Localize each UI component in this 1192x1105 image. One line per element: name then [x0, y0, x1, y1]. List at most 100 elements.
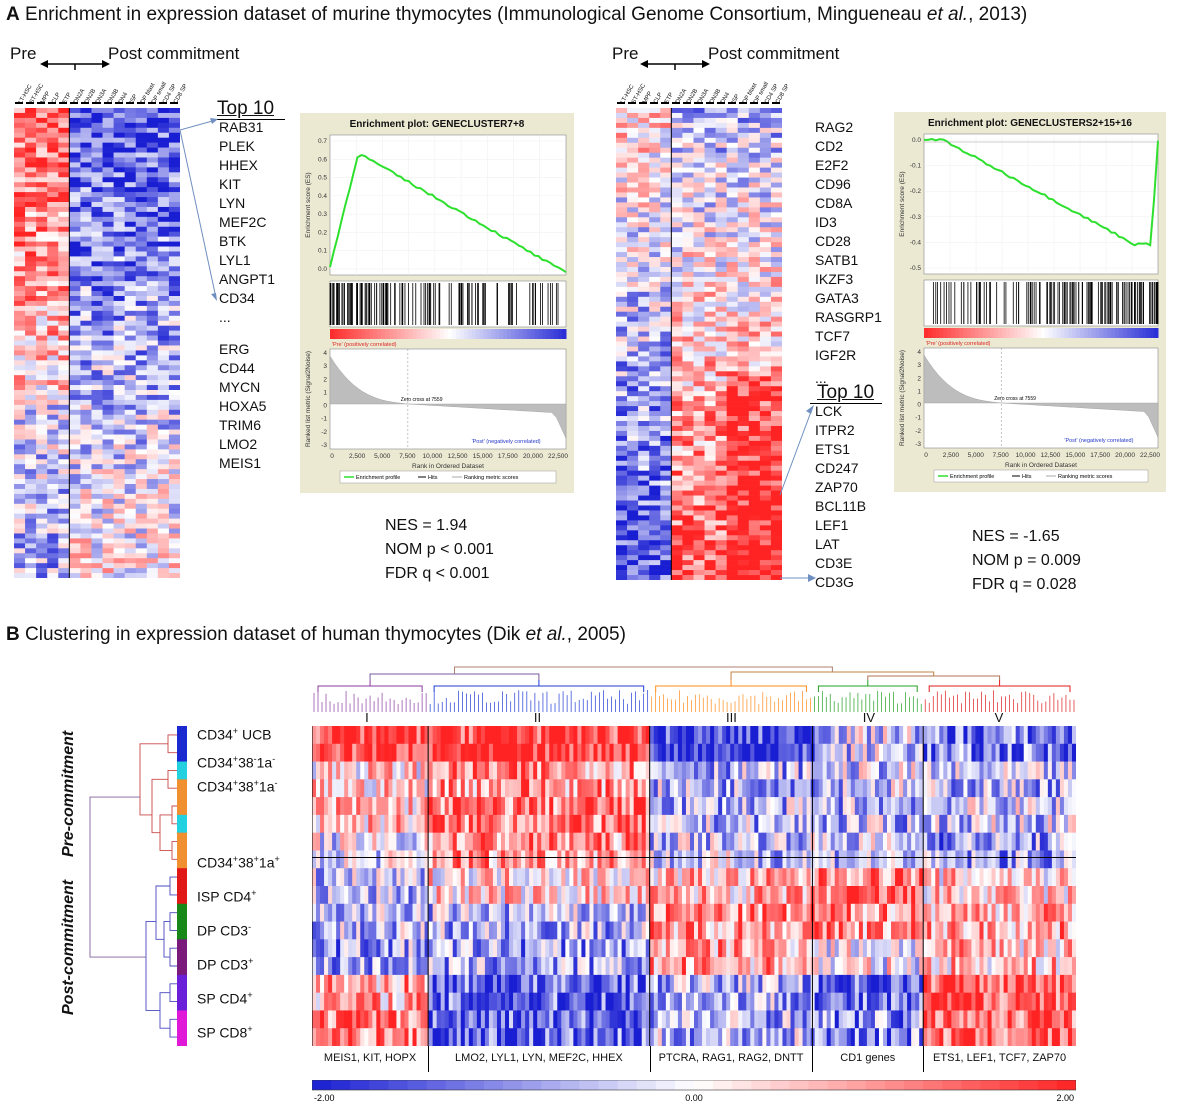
heatmap-cell — [36, 548, 48, 554]
heatmap-cell — [36, 112, 48, 119]
heatmap-cell — [509, 814, 514, 834]
heatmap-cell — [682, 291, 694, 298]
heatmap-cell — [698, 779, 703, 798]
heatmap-cell — [1003, 761, 1009, 780]
metric-gradient-cell — [1115, 328, 1120, 338]
heatmap-cell — [878, 832, 884, 851]
heatmap-cell — [649, 321, 661, 327]
heatmap-cell — [573, 743, 578, 762]
heatmap-cell — [627, 396, 639, 402]
heatmap-cell — [505, 761, 510, 780]
metric-gradient-cell — [475, 329, 480, 339]
legend-label: Ranking metric scores — [1058, 474, 1113, 480]
heatmap-cell — [157, 573, 170, 578]
heatmap-cell — [923, 797, 928, 816]
heatmap-cell — [748, 187, 761, 193]
heatmap-cell — [682, 137, 694, 144]
heatmap-cell — [448, 832, 454, 851]
heatmap-cell — [715, 550, 727, 556]
heatmap-cell — [1003, 814, 1009, 834]
metric-gradient-cell — [471, 329, 477, 339]
heatmap-cell — [168, 523, 180, 529]
heatmap-cell — [737, 192, 750, 198]
heatmap-cell — [444, 779, 450, 798]
column-dash — [771, 102, 780, 104]
heatmap-cell — [14, 286, 26, 292]
heatmap-cell — [748, 157, 761, 163]
heatmap-cell — [814, 779, 820, 798]
heatmap-cell — [737, 411, 750, 417]
heatmap-cell — [874, 726, 880, 745]
heatmap-cell — [627, 386, 639, 392]
heatmap-cell — [616, 291, 628, 298]
heatmap-cell — [838, 726, 844, 745]
heatmap-cell — [649, 411, 661, 417]
heatmap-cell — [698, 761, 703, 780]
heatmap-cell — [671, 276, 683, 283]
gene-name: BCL11B — [815, 498, 867, 514]
heatmap-cell — [715, 391, 727, 397]
heatmap-cell — [102, 187, 114, 193]
heatmap-cell — [589, 743, 594, 762]
heatmap-cell — [36, 300, 48, 307]
heatmap-cell — [685, 726, 691, 745]
heatmap-cell — [537, 832, 542, 851]
heatmap-cell — [754, 779, 759, 798]
heatmap-cell — [770, 779, 775, 798]
legend-box — [933, 469, 1149, 483]
heatmap-cell — [726, 545, 739, 551]
heatmap-cell — [704, 237, 716, 243]
heatmap-cell — [726, 157, 739, 163]
heatmap-cell — [69, 533, 81, 539]
heatmap-cell — [69, 414, 81, 420]
heatmap-cell — [80, 127, 92, 134]
heatmap-cell — [878, 779, 884, 798]
heatmap-cell — [616, 132, 628, 139]
heatmap-cell — [621, 761, 627, 780]
heatmap-cell — [682, 401, 694, 407]
heatmap-cell — [665, 832, 671, 851]
metric-gradient-cell — [978, 328, 983, 338]
heatmap-cell — [649, 505, 661, 511]
heatmap-cell — [36, 434, 48, 440]
heatmap-cell — [660, 262, 672, 268]
heatmap-cell — [505, 797, 510, 816]
heatmap-cell — [737, 460, 750, 467]
heatmap-cell — [569, 797, 574, 816]
heatmap-cell — [1031, 743, 1037, 762]
heatmap-cell — [135, 434, 148, 440]
heatmap-cell — [627, 207, 639, 213]
heatmap-cell — [671, 356, 683, 362]
heatmap-cell — [975, 832, 980, 851]
heatmap-cell — [943, 761, 948, 780]
heatmap-cell — [975, 743, 980, 762]
heatmap-cell — [157, 246, 170, 252]
heatmap-cell — [671, 177, 683, 183]
heatmap-cell — [124, 508, 137, 514]
heatmap-cell — [737, 232, 750, 238]
heatmap-cell — [660, 306, 672, 313]
heatmap-cell — [786, 743, 791, 762]
heatmap-cell — [69, 385, 81, 391]
heatmap-cell — [47, 300, 59, 307]
heatmap-cell — [715, 177, 727, 183]
heatmap-cell — [919, 779, 924, 798]
heatmap-cell — [660, 396, 672, 402]
heatmap-cell — [616, 386, 628, 392]
heatmap-cell — [91, 246, 103, 252]
heatmap-cell — [627, 316, 639, 322]
heatmap-cell — [759, 371, 772, 377]
heatmap-cell — [638, 371, 650, 377]
heatmap-cell — [102, 434, 114, 440]
heatmap-cell — [899, 797, 904, 816]
heatmap-cell — [124, 261, 137, 267]
heatmap-cell — [14, 479, 26, 485]
heatmap-cell — [14, 493, 26, 500]
heatmap-cell — [69, 508, 81, 514]
heatmap-cell — [102, 251, 114, 257]
heatmap-cell — [671, 386, 683, 392]
heatmap-cell — [456, 797, 462, 816]
heatmap-cell — [157, 528, 170, 534]
heatmap-cell — [157, 310, 170, 317]
heatmap-cell — [113, 226, 125, 232]
